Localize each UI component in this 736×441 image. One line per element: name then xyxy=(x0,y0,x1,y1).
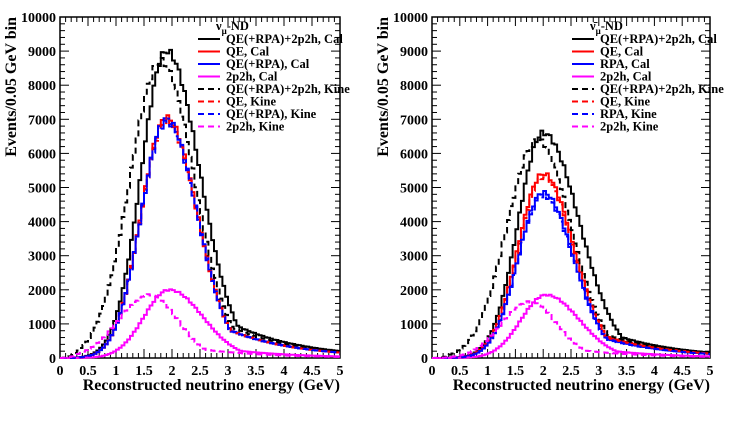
x-tick-label: 1.5 xyxy=(135,364,153,379)
x-tick-label: 3 xyxy=(595,364,602,379)
y-axis-label: Events/0.05 GeV bin xyxy=(375,17,392,157)
x-tick-label: 5 xyxy=(707,364,714,379)
x-tick-label: 2 xyxy=(169,364,176,379)
series-line-4 xyxy=(60,288,340,359)
legend-entry-5: QE(+RPA)+2p2h, Kine xyxy=(226,82,350,96)
series-line-7 xyxy=(60,119,340,359)
series-line-6 xyxy=(432,176,710,359)
legend-entry-5: QE(+RPA)+2p2h, Kine xyxy=(600,82,724,96)
legend-entry-3: RPA, Cal xyxy=(600,57,650,71)
y-tick-label: 2000 xyxy=(400,284,428,299)
y-tick-label: 5000 xyxy=(28,182,56,197)
x-tick-label: 2 xyxy=(540,364,547,379)
x-tick-label: 4 xyxy=(651,364,658,379)
legend-entry-8: 2p2h, Kine xyxy=(226,120,285,134)
series-line-3 xyxy=(432,189,710,359)
y-tick-label: 10000 xyxy=(393,11,428,26)
chart-panel-2: 0 0.5 1 1.5 2 2.5 3 3.5 4 4.5 5 0 1000 2000 3000 4000 50… xyxy=(375,11,724,394)
legend-title: ν̄μ-ND xyxy=(589,19,623,36)
legend-entry-4: 2p2h, Cal xyxy=(226,70,278,84)
x-axis-label: Reconstructed neutrino energy (GeV) xyxy=(453,377,710,394)
series-line-8 xyxy=(60,293,340,359)
y-tick-label: 0 xyxy=(49,352,56,367)
y-tick-label: 9000 xyxy=(28,45,56,60)
y-tick-label: 8000 xyxy=(400,79,428,94)
legend-entry-1: QE(+RPA)+2p2h, Cal xyxy=(600,32,717,46)
x-tick-label: 4 xyxy=(281,364,288,379)
y-tick-label: 2000 xyxy=(28,284,56,299)
x-tick-label: 1.5 xyxy=(507,364,525,379)
chart-panel-1: 0 0.5 1 1.5 2 2.5 3 3.5 4 4.5 5 0 1000 2000 3000 4000 50… xyxy=(3,11,350,394)
x-tick-label: 3 xyxy=(225,364,232,379)
legend-entry-4: 2p2h, Cal xyxy=(600,70,652,84)
series-line-3 xyxy=(60,117,340,359)
legend-title: νμ-ND xyxy=(215,19,249,36)
x-tick-label: 0.5 xyxy=(79,364,97,379)
y-tick-label: 5000 xyxy=(400,182,428,197)
series-line-6 xyxy=(60,117,340,359)
y-tick-label: 9000 xyxy=(400,45,428,60)
y-tick-label: 4000 xyxy=(28,216,56,231)
y-tick-label: 7000 xyxy=(28,113,56,128)
legend-entry-6: QE, Kine xyxy=(226,95,276,109)
legend-entry-7: RPA, Kine xyxy=(600,107,657,121)
y-tick-label: 6000 xyxy=(400,147,428,162)
y-tick-label: 3000 xyxy=(400,250,428,265)
y-tick-label: 1000 xyxy=(400,318,428,333)
legend-entry-8: 2p2h, Kine xyxy=(600,120,659,134)
x-tick-label: 4.5 xyxy=(673,364,691,379)
x-tick-label: 1 xyxy=(484,364,491,379)
y-tick-label: 3000 xyxy=(28,250,56,265)
y-tick-label: 8000 xyxy=(28,79,56,94)
x-tick-label: 0 xyxy=(57,364,64,379)
legend-entry-3: QE(+RPA), Cal xyxy=(226,57,310,71)
x-tick-label: 3.5 xyxy=(247,364,265,379)
y-tick-label: 0 xyxy=(421,352,428,367)
series-line-5 xyxy=(60,57,340,359)
y-tick-label: 7000 xyxy=(400,113,428,128)
legend-entry-6: QE, Kine xyxy=(600,95,650,109)
y-tick-label: 6000 xyxy=(28,147,56,162)
x-tick-label: 1 xyxy=(113,364,120,379)
series-line-7 xyxy=(432,193,710,359)
series-line-2 xyxy=(432,172,710,359)
legend-entry-1: QE(+RPA)+2p2h, Cal xyxy=(226,32,343,46)
series-line-2 xyxy=(60,114,340,359)
x-tick-label: 2.5 xyxy=(191,364,209,379)
x-tick-label: 3.5 xyxy=(618,364,636,379)
legend-entry-7: QE(+RPA), Kine xyxy=(226,107,317,121)
y-tick-label: 10000 xyxy=(21,11,56,26)
legend-entry-2: QE, Cal xyxy=(600,45,644,59)
x-tick-label: 5 xyxy=(337,364,344,379)
x-tick-label: 0.5 xyxy=(451,364,469,379)
series-line-8 xyxy=(432,300,710,359)
x-tick-label: 0 xyxy=(429,364,436,379)
x-tick-label: 2.5 xyxy=(562,364,580,379)
legend-entry-2: QE, Cal xyxy=(226,45,270,59)
y-tick-label: 4000 xyxy=(400,216,428,231)
y-axis-label: Events/0.05 GeV bin xyxy=(3,17,20,157)
x-tick-label: 4.5 xyxy=(303,364,321,379)
x-axis-label: Reconstructed neutrino energy (GeV) xyxy=(83,377,340,394)
y-tick-label: 1000 xyxy=(28,318,56,333)
